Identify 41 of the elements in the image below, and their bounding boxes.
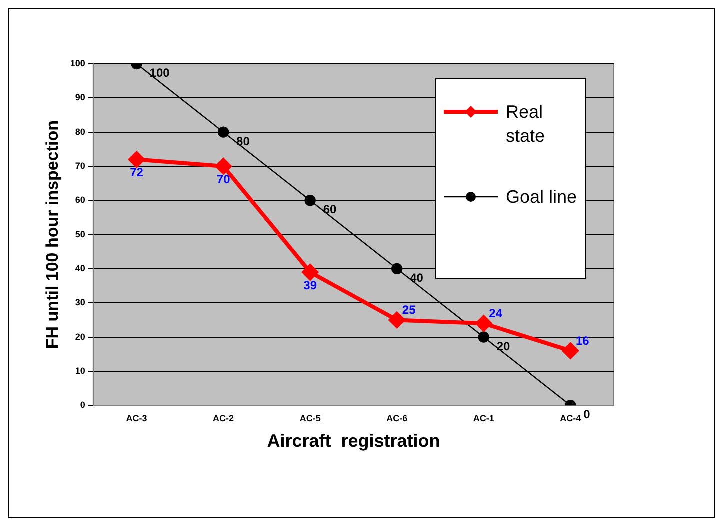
y-tick-label: 60 — [75, 195, 86, 206]
data-label: 20 — [496, 339, 511, 354]
y-tick-label: 90 — [75, 92, 86, 103]
point — [218, 126, 230, 138]
x-tick-label: AC-6 — [386, 413, 408, 424]
y-tick-label: 0 — [80, 400, 86, 410]
point — [128, 152, 145, 168]
point — [302, 264, 318, 280]
data-label: 25 — [402, 303, 416, 318]
point — [216, 158, 232, 174]
data-label: 70 — [216, 172, 231, 186]
data-label: 0 — [584, 408, 591, 422]
point — [476, 316, 492, 332]
y-tick-label: 10 — [75, 366, 86, 376]
legend-label: Goal line — [506, 187, 578, 207]
y-tick-label: 100 — [70, 58, 86, 68]
y-tick-label: 50 — [75, 229, 86, 240]
y-tick-label: 40 — [75, 263, 86, 274]
x-tick-label: AC-2 — [213, 413, 234, 424]
point — [478, 332, 490, 343]
point — [304, 195, 316, 206]
y-tick-label: 30 — [75, 298, 86, 308]
legend-label: Real state — [506, 102, 546, 146]
y-tick-label: 70 — [75, 160, 86, 171]
x-tick-label: AC-4 — [560, 413, 582, 424]
y-tick-label: 20 — [75, 332, 86, 342]
data-label: 39 — [304, 278, 318, 292]
data-label: 24 — [489, 306, 503, 321]
data-label: 100 — [150, 66, 170, 80]
data-label: 40 — [410, 270, 424, 285]
data-label: 16 — [576, 334, 590, 348]
y-axis-title: FH until 100 hour inspection — [42, 120, 62, 350]
data-label: 80 — [236, 134, 250, 148]
point — [391, 263, 403, 275]
data-label: 72 — [130, 166, 144, 180]
y-tick-label: 80 — [75, 126, 86, 137]
x-tick-label: AC-3 — [126, 413, 148, 424]
x-axis-title: Aircraft registration — [267, 431, 440, 452]
x-tick-label: AC-1 — [473, 413, 494, 424]
x-tick-label: AC-5 — [300, 413, 321, 424]
data-label: 60 — [323, 202, 337, 217]
